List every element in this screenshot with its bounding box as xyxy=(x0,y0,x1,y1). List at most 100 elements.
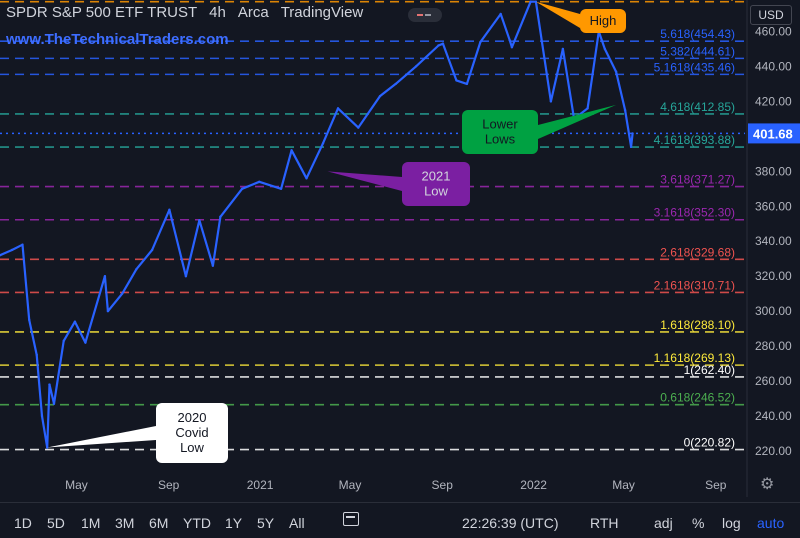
price-data-point xyxy=(84,341,87,344)
fib-level-label: 5.618(454.43) xyxy=(660,27,735,41)
chart-header: SPDR S&P 500 ETF TRUST 4h Arca TradingView xyxy=(6,4,375,21)
price-data-point xyxy=(441,42,445,45)
fib-level-label: 5.1618(435.46) xyxy=(654,60,735,74)
utc-clock[interactable]: 22:26:39 (UTC) xyxy=(462,515,559,531)
price-data-point xyxy=(0,254,2,257)
annotation-pointer xyxy=(47,426,157,448)
settings-gear-icon[interactable]: ⚙ xyxy=(760,476,775,493)
session-toggle[interactable]: RTH xyxy=(590,515,619,531)
timeframe-1m[interactable]: 1M xyxy=(81,515,101,531)
fib-level-label: 0(220.82) xyxy=(684,436,735,450)
price-data-point xyxy=(321,142,325,145)
bottom-toolbar: 1D 5D 1M 3M 6M YTD 1Y 5Y All 22:26:39 (U… xyxy=(0,502,800,538)
timeframe-6m[interactable]: 6M xyxy=(149,515,169,531)
x-tick-label: Sep xyxy=(432,478,454,492)
price-data-point xyxy=(35,353,38,357)
last-price-label: 401.68 xyxy=(753,126,793,141)
y-tick-label: 380.00 xyxy=(755,164,792,178)
price-data-point xyxy=(437,44,440,47)
annotation-box xyxy=(156,403,228,463)
fib-level-label: 3.618(371.27) xyxy=(660,173,735,187)
y-tick-label: 320.00 xyxy=(755,269,792,283)
y-tick-label: 460.00 xyxy=(755,24,792,38)
price-data-point xyxy=(52,402,56,406)
source-label: TradingView xyxy=(280,4,364,21)
annotation-label: Covid xyxy=(175,425,208,440)
fib-level-label: 0.618(246.52) xyxy=(660,391,735,405)
x-tick-label: 2021 xyxy=(247,478,274,492)
timeframe-all[interactable]: All xyxy=(289,515,305,531)
price-data-point xyxy=(465,82,469,86)
price-data-point xyxy=(279,187,283,190)
price-data-point xyxy=(62,339,65,343)
calendar-icon[interactable] xyxy=(343,512,359,526)
timeframe-5y[interactable]: 5Y xyxy=(257,515,275,531)
fib-level-label: 6.1618(477.04) xyxy=(654,0,735,2)
interval-label[interactable]: 4h xyxy=(209,4,226,21)
fib-level-label: 2.1618(310.71) xyxy=(654,278,735,292)
price-data-point xyxy=(219,215,222,218)
y-tick-label: 360.00 xyxy=(755,199,792,213)
price-data-point xyxy=(73,320,77,323)
y-tick-label: 420.00 xyxy=(755,94,792,108)
price-data-point xyxy=(499,12,502,16)
price-series-line xyxy=(0,0,634,449)
adjust-toggle[interactable]: adj xyxy=(654,515,673,531)
annotation-label: Low xyxy=(180,440,204,455)
annotation-label: Lower xyxy=(482,117,518,132)
percent-toggle[interactable]: % xyxy=(692,515,705,531)
price-data-point xyxy=(211,264,215,267)
log-toggle[interactable]: log xyxy=(722,515,741,531)
website-watermark: www.TheTechnicalTraders.com xyxy=(6,31,229,48)
price-data-point xyxy=(614,70,618,73)
price-data-point xyxy=(479,40,482,44)
price-data-point xyxy=(184,275,188,278)
price-data-point xyxy=(510,45,514,49)
y-tick-label: 300.00 xyxy=(755,304,792,318)
price-data-point xyxy=(120,292,124,295)
fib-level-label: 1.1618(269.13) xyxy=(654,351,735,365)
timeframe-3m[interactable]: 3M xyxy=(115,515,135,531)
price-data-point xyxy=(629,145,633,149)
y-tick-label: 340.00 xyxy=(755,234,792,248)
y-tick-label: 240.00 xyxy=(755,409,792,423)
timeframe-ytd[interactable]: YTD xyxy=(183,515,211,531)
annotation-box xyxy=(462,110,538,154)
annotation-label: 2021 xyxy=(422,169,451,184)
annotation-pointer xyxy=(538,104,617,139)
auto-scale-toggle[interactable]: auto xyxy=(757,515,785,531)
fib-level-label: 4.1618(393.88) xyxy=(654,133,735,147)
annotation-label: 2020 xyxy=(178,410,207,425)
x-tick-label: Sep xyxy=(158,478,180,492)
y-tick-label: 220.00 xyxy=(755,444,792,458)
x-tick-label: May xyxy=(339,478,362,492)
fib-level-label: 3.1618(352.30) xyxy=(654,206,735,220)
price-data-point xyxy=(21,243,24,246)
price-data-point xyxy=(586,107,589,110)
annotation-label: Low xyxy=(424,184,448,199)
timeframe-1d[interactable]: 1D xyxy=(14,515,32,531)
price-data-point xyxy=(135,268,138,271)
annotation-label: High xyxy=(590,13,617,28)
exchange-label: Arca xyxy=(237,4,269,21)
y-tick-label: 280.00 xyxy=(755,339,792,353)
price-data-point xyxy=(414,65,418,68)
timeframe-5d[interactable]: 5D xyxy=(47,515,65,531)
price-data-point xyxy=(290,149,293,152)
price-data-point xyxy=(103,275,107,278)
price-data-point xyxy=(258,180,261,184)
price-data-point xyxy=(378,94,382,98)
price-data-point xyxy=(150,248,154,252)
indicator-visibility-icon[interactable] xyxy=(408,8,442,22)
price-data-point xyxy=(198,219,201,222)
fib-level-label: 4.618(412.85) xyxy=(660,100,735,114)
symbol-title[interactable]: SPDR S&P 500 ETF TRUST xyxy=(6,4,198,21)
price-data-point xyxy=(305,177,308,180)
timeframe-1y[interactable]: 1Y xyxy=(225,515,243,531)
price-data-point xyxy=(603,47,607,51)
x-tick-label: May xyxy=(65,478,88,492)
annotation-label: Lows xyxy=(485,132,516,147)
price-data-point xyxy=(106,309,110,313)
currency-selector[interactable]: USD xyxy=(750,5,792,25)
